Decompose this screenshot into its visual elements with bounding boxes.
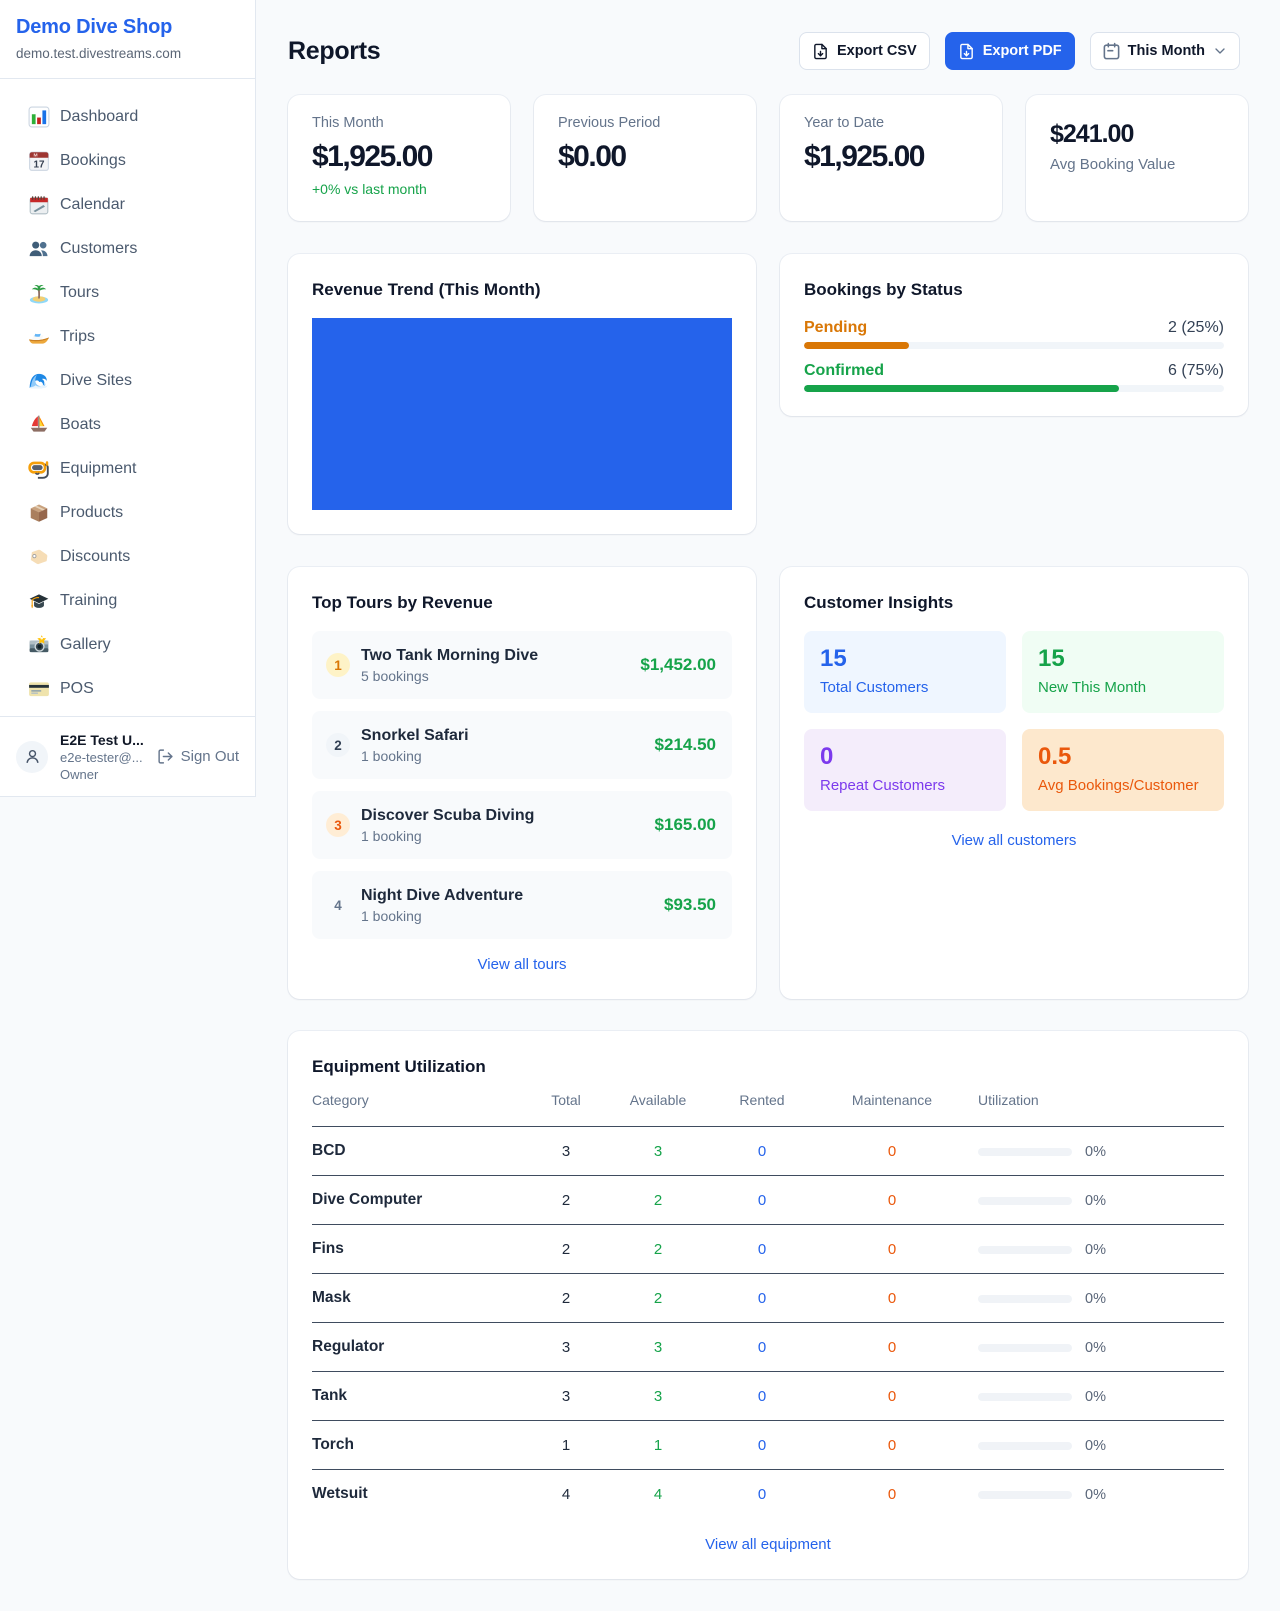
svg-text:17: 17 bbox=[33, 160, 45, 171]
svg-text:M: M bbox=[34, 153, 38, 159]
